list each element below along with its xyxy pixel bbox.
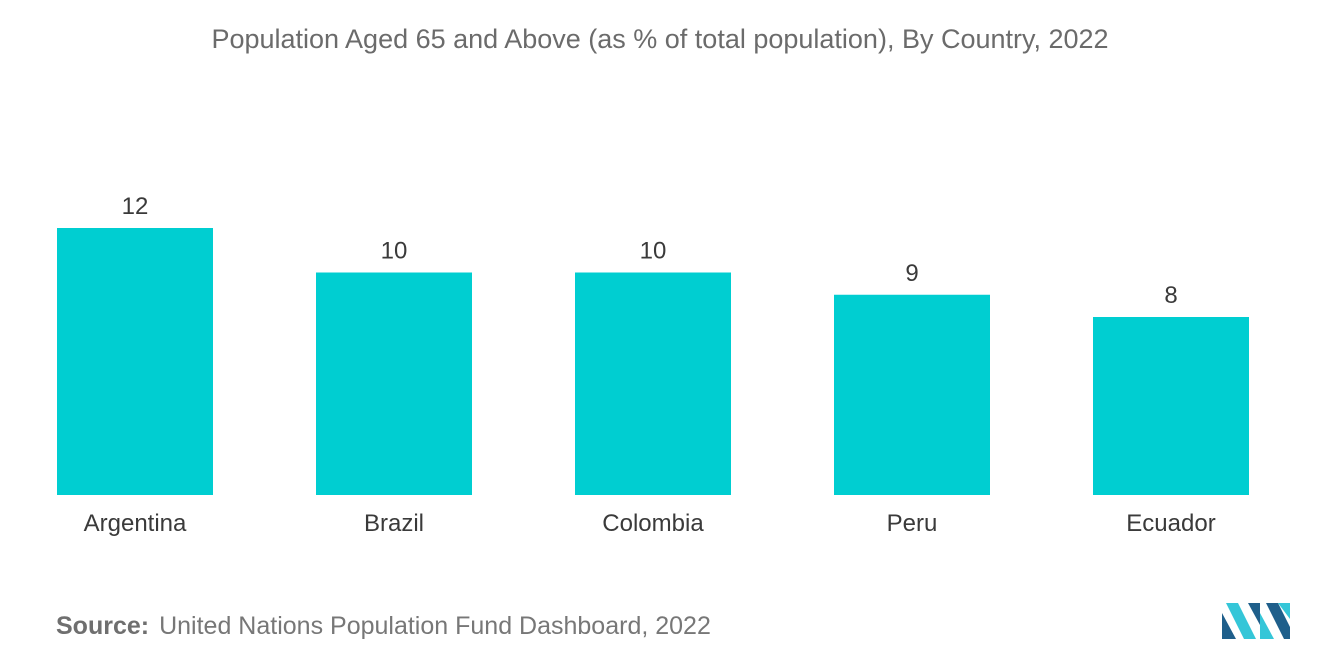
value-label-ecuador: 8 [1164,282,1177,309]
source-text: United Nations Population Fund Dashboard… [159,612,711,640]
value-label-colombia: 10 [640,238,667,265]
value-label-argentina: 12 [122,193,149,220]
bar-peru [834,294,990,495]
bar-brazil [316,272,472,495]
category-label-ecuador: Ecuador [1126,510,1215,537]
category-label-brazil: Brazil [364,510,424,537]
source-note: Source: United Nations Population Fund Da… [56,612,711,641]
category-label-colombia: Colombia [602,510,704,537]
category-label-argentina: Argentina [84,510,187,537]
source-label: Source: [56,612,150,640]
bar-argentina [57,228,213,495]
brand-logo-icon [1222,603,1290,639]
value-label-peru: 9 [905,260,918,287]
value-label-brazil: 10 [381,238,408,265]
bar-colombia [575,272,731,495]
chart-title: Population Aged 65 and Above (as % of to… [211,24,1109,54]
category-label-peru: Peru [887,510,938,537]
bar-ecuador [1093,317,1249,495]
